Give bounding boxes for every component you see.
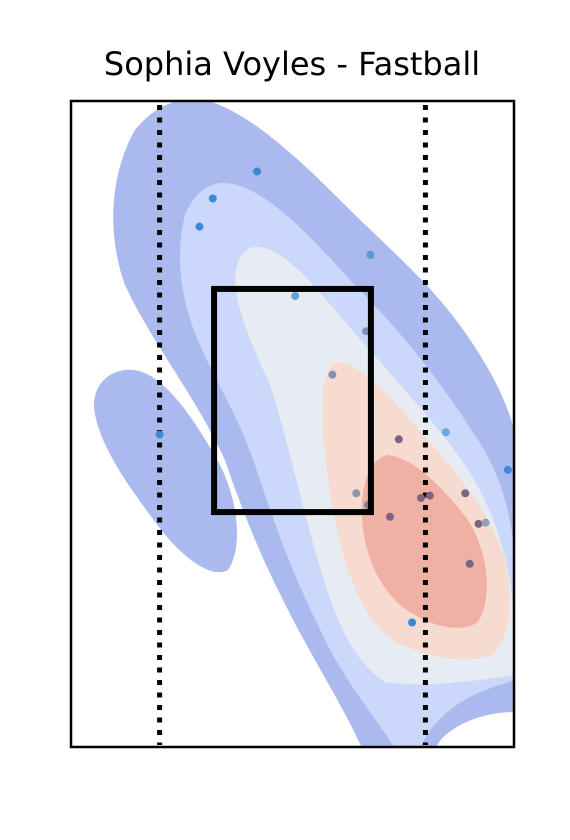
pitch-point-18 [465, 559, 474, 568]
pitch-point-13 [416, 493, 425, 502]
pitch-point-2 [195, 222, 204, 231]
strike-zone [211, 285, 374, 516]
plot-frame [69, 99, 516, 749]
pitch-point-20 [503, 465, 512, 474]
pitch-point-9 [352, 489, 361, 498]
pitch-point-15 [461, 489, 470, 498]
pitch-point-21 [408, 618, 417, 627]
chart-title: Sophia Voyles - Fastball [104, 45, 480, 83]
pitch-point-11 [385, 512, 394, 521]
pitch-point-12 [394, 435, 403, 444]
density-contours [94, 101, 514, 747]
pitch-point-14 [425, 491, 434, 500]
pitch-point-6 [328, 370, 337, 379]
pitch-point-17 [481, 518, 490, 527]
pitch-point-4 [253, 167, 262, 176]
pitch-point-5 [291, 291, 300, 300]
pitch-point-3 [208, 194, 217, 203]
pitch-point-19 [441, 428, 450, 437]
pitch-point-8 [366, 250, 375, 259]
pitch-point-1 [155, 430, 164, 439]
pitch-point-16 [474, 519, 483, 528]
density-level-5 [361, 455, 487, 628]
pitch-points [155, 167, 512, 627]
density-level-1-left-blob [94, 369, 238, 573]
